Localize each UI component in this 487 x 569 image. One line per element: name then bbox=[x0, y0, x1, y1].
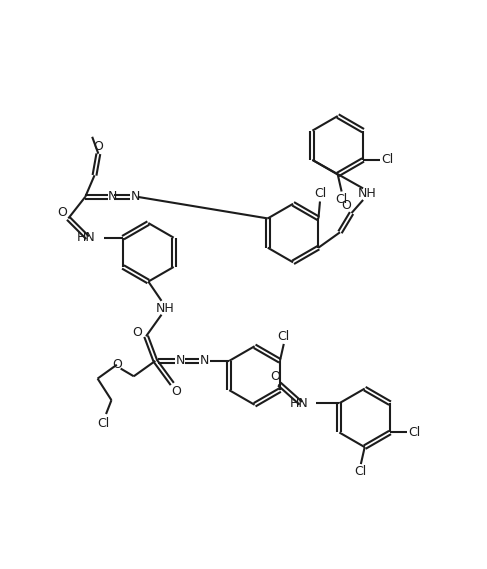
Text: Cl: Cl bbox=[278, 330, 290, 343]
Text: NH: NH bbox=[357, 187, 376, 200]
Text: N: N bbox=[131, 191, 140, 203]
Text: N: N bbox=[200, 354, 209, 368]
Text: Cl: Cl bbox=[336, 193, 348, 207]
Text: O: O bbox=[94, 139, 103, 152]
Text: O: O bbox=[270, 370, 281, 383]
Text: HN: HN bbox=[76, 231, 95, 244]
Text: N: N bbox=[108, 191, 117, 203]
Text: N: N bbox=[175, 354, 185, 368]
Text: Cl: Cl bbox=[355, 465, 367, 479]
Text: HN: HN bbox=[290, 397, 309, 410]
Text: O: O bbox=[112, 358, 122, 371]
Text: Cl: Cl bbox=[314, 187, 326, 200]
Text: O: O bbox=[341, 199, 351, 212]
Text: O: O bbox=[171, 385, 181, 398]
Text: Cl: Cl bbox=[97, 417, 110, 430]
Text: Cl: Cl bbox=[409, 426, 421, 439]
Text: NH: NH bbox=[156, 302, 175, 315]
Text: O: O bbox=[132, 326, 142, 339]
Text: Cl: Cl bbox=[382, 154, 394, 166]
Text: O: O bbox=[57, 206, 67, 218]
